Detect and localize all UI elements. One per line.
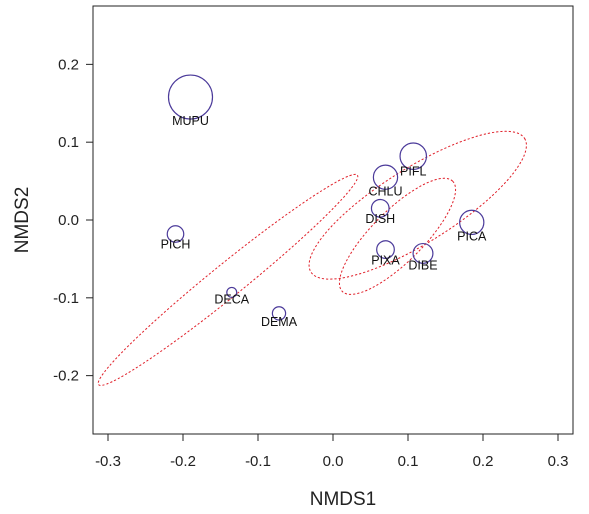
y-tick-label: 0.0 [58, 212, 79, 229]
point-dish [370, 198, 390, 218]
point-dema [271, 306, 287, 321]
x-tick-label: 0.1 [398, 453, 419, 470]
point-label-deca: DECA [214, 292, 249, 306]
x-tick-label: 0.2 [473, 453, 494, 470]
ellipse-upper-right [308, 130, 527, 280]
point-label-pica: PICA [457, 229, 487, 243]
x-axis-title: NMDS1 [310, 489, 377, 510]
point-mupu [167, 74, 214, 120]
y-tick-label: 0.1 [58, 134, 79, 151]
point-deca [226, 286, 238, 298]
point-label-dish: DISH [365, 212, 395, 226]
y-axis-title: NMDS2 [12, 187, 33, 254]
point-label-pifl: PIFL [400, 164, 426, 178]
y-tick-label: -0.2 [53, 368, 79, 385]
species-points: MUPU PIFL CHLU DISH PICA PIXA DIBE PICH DECA DEMA [161, 74, 487, 329]
x-tick-label: -0.2 [170, 453, 196, 470]
y-tick-label: 0.2 [58, 56, 79, 73]
x-tick-label: 0.3 [548, 453, 569, 470]
x-axis: -0.3 -0.2 -0.1 0.0 0.1 0.2 0.3 [95, 433, 569, 470]
confidence-ellipses [97, 130, 527, 386]
point-label-dema: DEMA [261, 315, 298, 329]
point-label-pich: PICH [161, 237, 191, 251]
point-pich [166, 225, 185, 243]
point-label-pixa: PIXA [371, 253, 400, 267]
x-tick-label: -0.3 [95, 453, 121, 470]
plot-frame [92, 5, 574, 435]
point-chlu [372, 164, 399, 190]
ellipse-middle [338, 177, 457, 295]
x-tick-label: 0.0 [323, 453, 344, 470]
point-label-mupu: MUPU [172, 114, 209, 128]
point-pixa [376, 240, 395, 259]
ellipse-left [97, 173, 359, 386]
point-label-chlu: CHLU [368, 184, 402, 198]
point-dibe [412, 242, 434, 264]
y-tick-label: -0.1 [53, 290, 79, 307]
point-pica [459, 209, 485, 236]
y-axis: -0.2 -0.1 0.0 0.1 0.2 [53, 56, 94, 385]
point-label-dibe: DIBE [408, 258, 437, 272]
x-tick-label: -0.1 [245, 453, 271, 470]
point-pifl [399, 142, 428, 170]
